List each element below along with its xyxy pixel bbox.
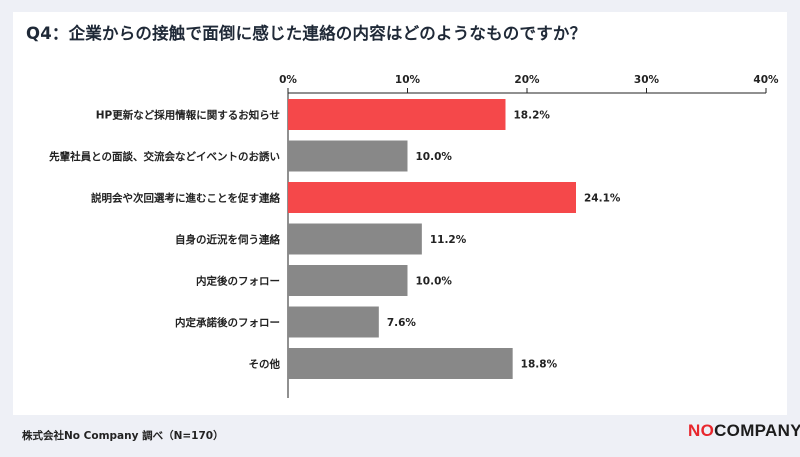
x-tick-label: 30%	[634, 74, 660, 86]
bar	[288, 140, 408, 172]
data-label: 10.0%	[416, 276, 453, 288]
category-label: その他	[249, 358, 281, 371]
category-label: 自身の近況を伺う連絡	[175, 233, 280, 246]
x-tick-label: 20%	[514, 74, 540, 86]
logo-part-no: NO	[688, 421, 715, 440]
category-label: 内定後のフォロー	[196, 275, 280, 288]
company-logo: NOCOMPANY	[688, 421, 800, 441]
data-label: 24.1%	[584, 193, 621, 205]
category-label: 説明会や次回選考に進むことを促す連絡	[91, 192, 280, 205]
data-label: 11.2%	[430, 234, 467, 246]
data-label: 10.0%	[416, 151, 453, 163]
data-label: 18.2%	[513, 110, 550, 122]
category-label: 内定承諾後のフォロー	[175, 316, 280, 329]
logo-part-company: COMPANY	[714, 421, 800, 440]
category-label: 先輩社員との面談、交流会などイベントのお誘い	[49, 150, 280, 163]
bar	[288, 223, 422, 255]
x-tick-label: 0%	[279, 74, 297, 86]
source-note: 株式会社No Company 調べ（N=170）	[22, 430, 224, 442]
x-tick-label: 10%	[395, 74, 421, 86]
data-label: 18.8%	[521, 359, 558, 371]
data-label: 7.6%	[387, 317, 417, 329]
bar	[288, 99, 506, 130]
bar	[288, 306, 379, 338]
bars: HP更新など採用情報に関するお知らせ 18.2% 先輩社員との面談、交流会などイベン…	[49, 99, 621, 379]
bar	[288, 265, 408, 296]
chart-title: Q4：企業からの接触で面倒に感じた連絡の内容はどのようなものですか？	[26, 24, 587, 43]
chart-card	[13, 12, 787, 415]
bar	[288, 182, 576, 213]
bar	[288, 348, 513, 379]
x-tick-label: 40%	[753, 74, 779, 86]
category-label: HP更新など採用情報に関するお知らせ	[96, 109, 280, 122]
